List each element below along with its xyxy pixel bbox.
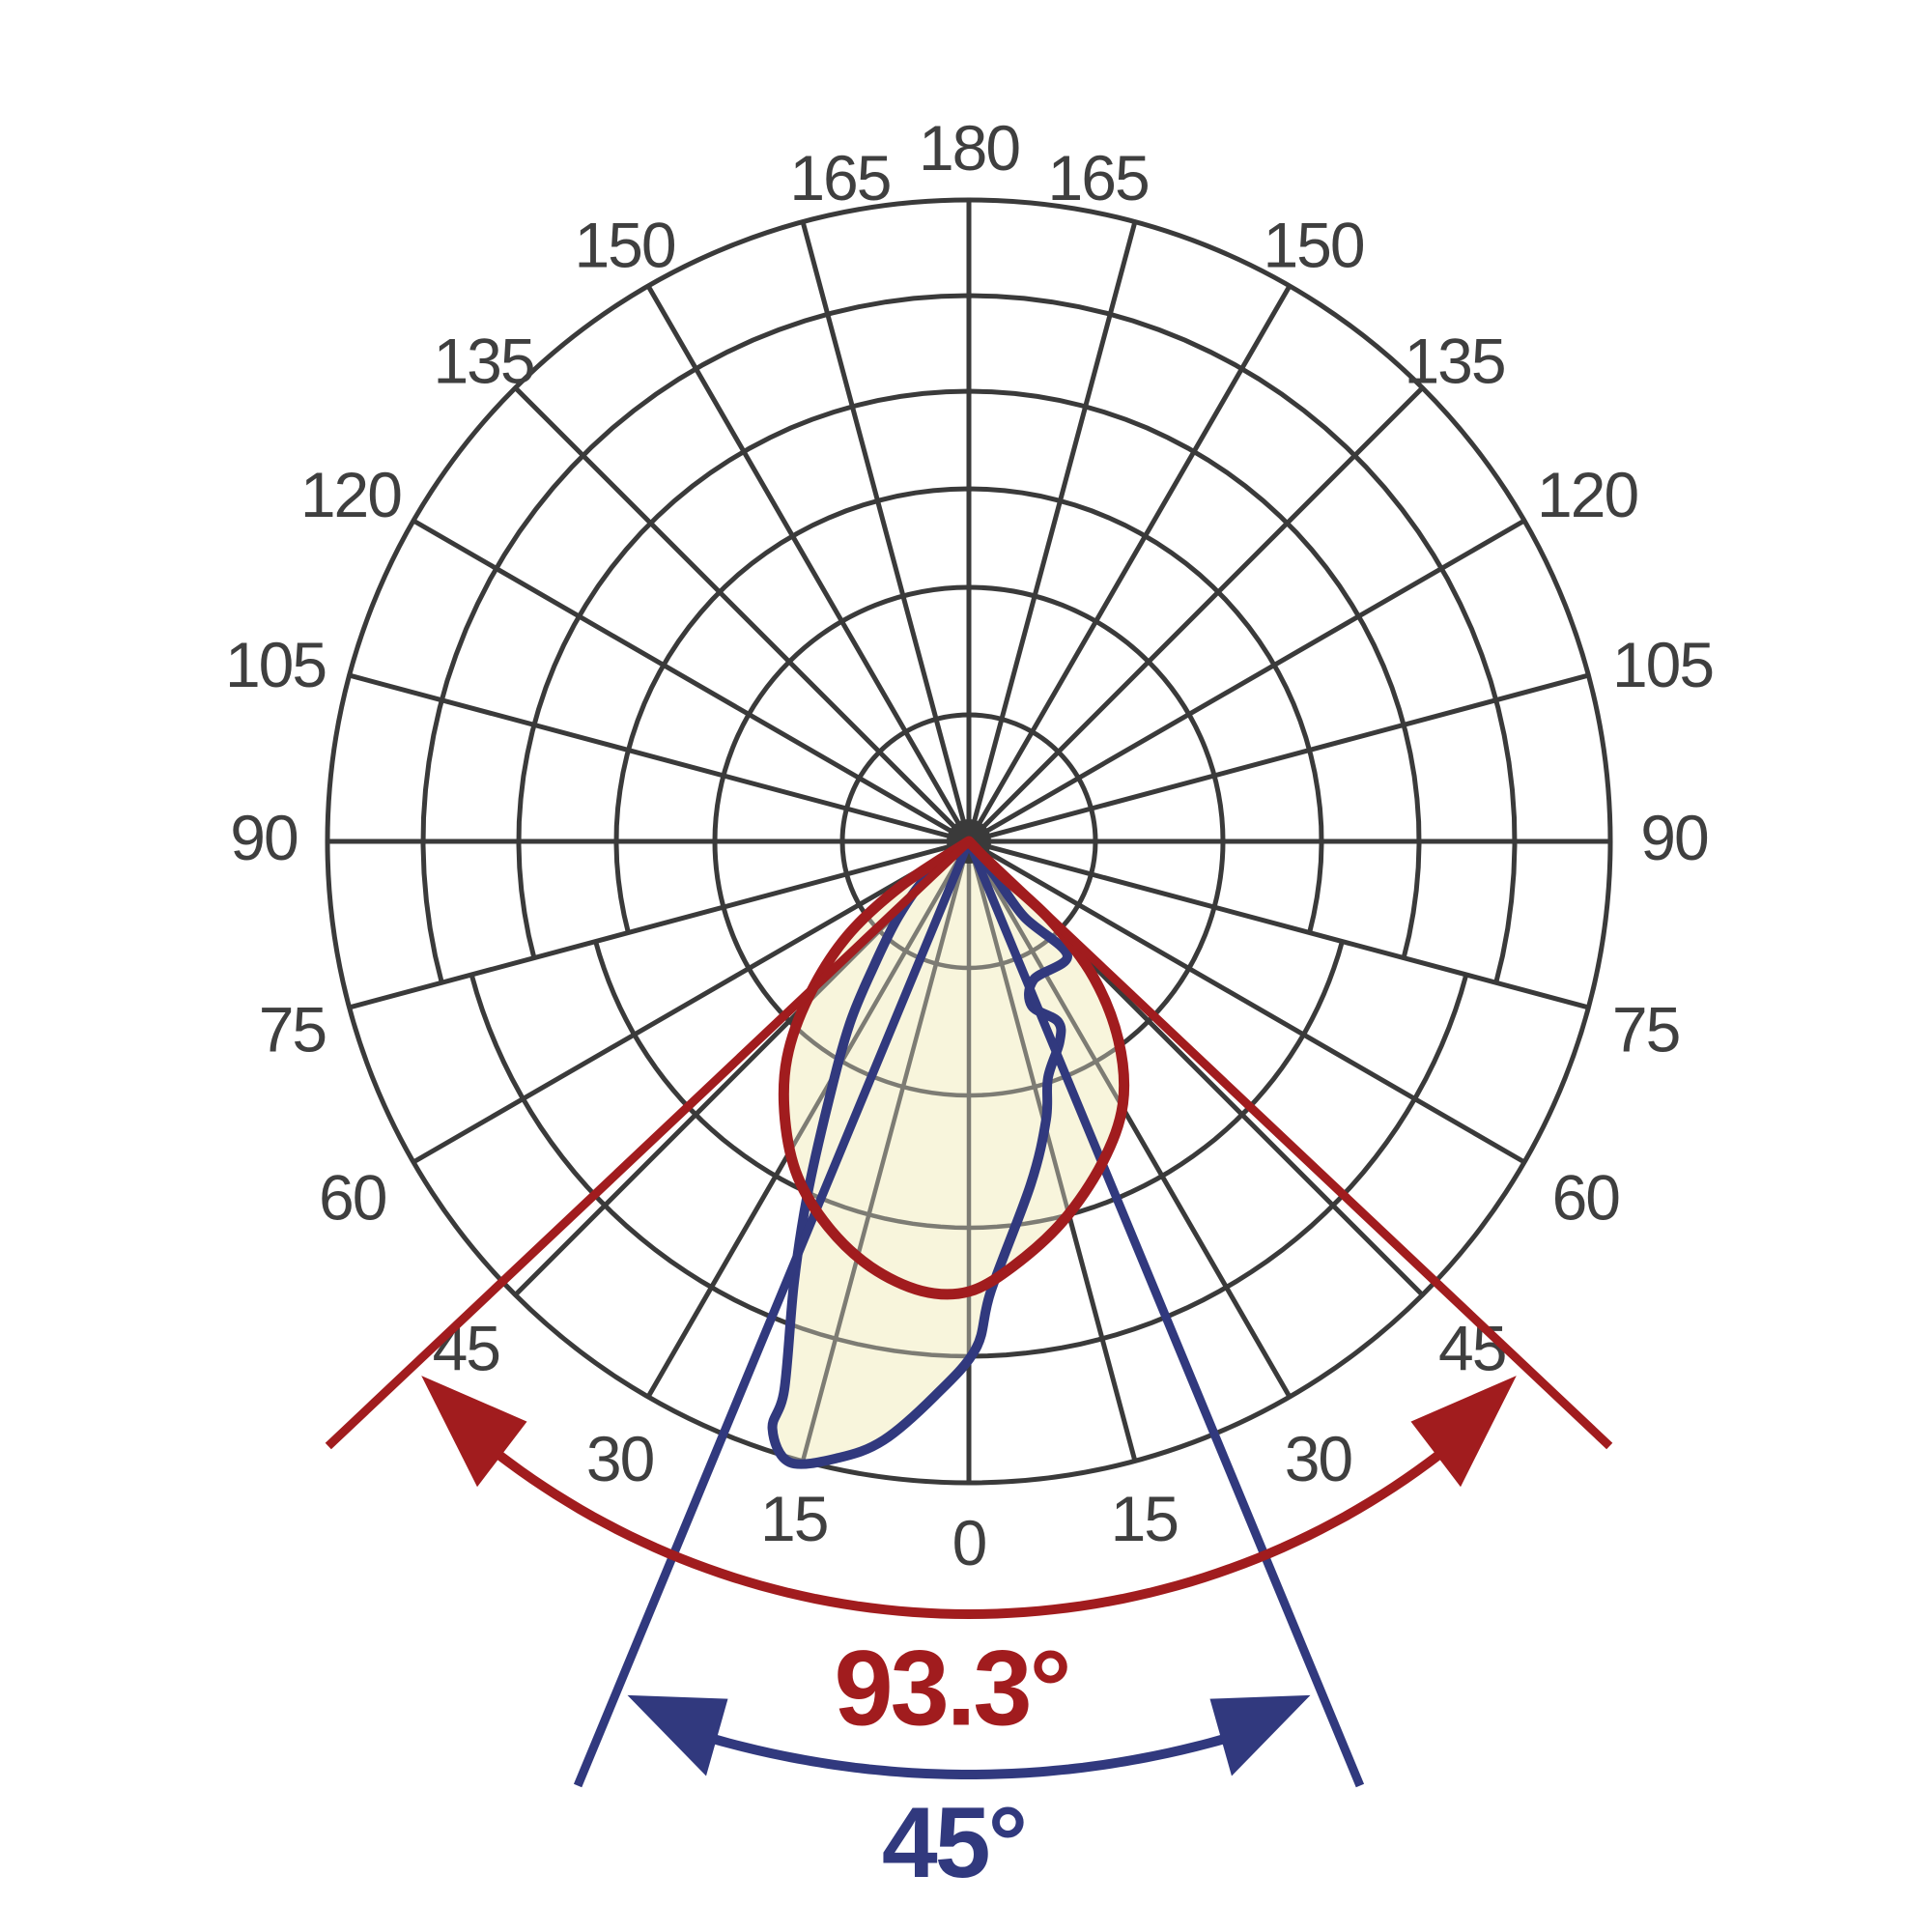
beam-lobe-blue [573,837,1365,1788]
angle-tick-label-135-left: 135 [433,326,533,397]
beam-angle-arrowhead [1410,1376,1517,1488]
beam-angle-arc-narrow-beam-distribution [713,1734,1225,1779]
polar-grid-radial [967,518,1526,844]
angle-tick-label-135-right: 135 [1404,326,1504,397]
polar-grid-radial [966,220,1138,842]
beam-angle-value-blue: 45° [882,1787,1025,1899]
polar-grid-radial [348,672,970,844]
polar-grid-radial [800,841,972,1462]
polar-grid-radial [968,672,1590,844]
beam-angle-arcs [421,1376,1517,1779]
angle-tick-label-45-left: 45 [433,1312,499,1383]
polar-grid-radial [968,838,1590,1010]
angle-tick-labels: 0 15 15 30 30 45 45 60 60 75 75 90 90 105 105 120 120 135… [225,112,1715,1578]
angle-tick-label-150-right: 150 [1263,210,1363,281]
polar-grid-radial [967,841,1124,1399]
angle-tick-label-150-left: 150 [574,210,674,281]
polar-grid-radial [412,518,971,844]
beam-area-narrow-beam-distribution [772,841,1067,1464]
angle-tick-label-180: 180 [919,112,1019,184]
beam-angle-arrowhead [1209,1694,1311,1776]
polar-grid-radial [966,284,1293,843]
polar-grid-radial [967,385,1425,843]
beam-angle-arrowhead [627,1694,728,1776]
angle-tick-label-15-right: 15 [1111,1483,1178,1554]
angle-tick-label-75-right: 75 [1612,993,1679,1065]
beam-fill-area [772,841,1124,1464]
angle-tick-label-165-right: 165 [1048,142,1149,213]
polar-grid-radial [800,220,972,842]
angle-tick-label-45-right: 45 [1438,1312,1505,1383]
angle-tick-label-165-left: 165 [789,142,890,213]
polar-grid-radial [348,838,970,1010]
angle-tick-label-120-left: 120 [300,459,401,530]
polar-grid-radial [967,838,1526,1165]
polar-grid-radial [645,284,972,843]
angle-tick-label-30-right: 30 [1285,1423,1352,1494]
angle-tick-label-75-left: 75 [259,993,326,1065]
polar-grid-radial [772,841,971,1399]
angle-tick-label-60-left: 60 [319,1162,386,1234]
angle-tick-label-60-right: 60 [1552,1162,1620,1234]
beam-lobe-red [325,836,1613,1450]
polar-grid-radial [412,838,971,1165]
beam-angle-value-red: 93.3° [834,1630,1068,1748]
angle-tick-label-105-right: 105 [1612,629,1713,700]
angle-tick-label-90-right: 90 [1640,802,1708,873]
angle-tick-label-30-left: 30 [586,1423,654,1494]
beam-half-angle-ray [964,839,1365,1788]
angle-tick-label-105-left: 105 [225,629,326,700]
beam-angle-arrowhead [421,1376,527,1488]
angle-tick-label-0: 0 [952,1507,986,1578]
beam-angle-arc-wide-beam-distribution [496,1450,1442,1620]
polar-grid-radial [513,385,971,843]
angle-tick-label-15-left: 15 [760,1483,827,1554]
beam-half-angle-ray [965,838,1613,1450]
beam-half-angle-ray [325,838,973,1450]
beam-half-angle-ray [573,839,974,1788]
angle-tick-label-90-left: 90 [230,802,298,873]
angle-tick-label-120-right: 120 [1537,459,1637,530]
